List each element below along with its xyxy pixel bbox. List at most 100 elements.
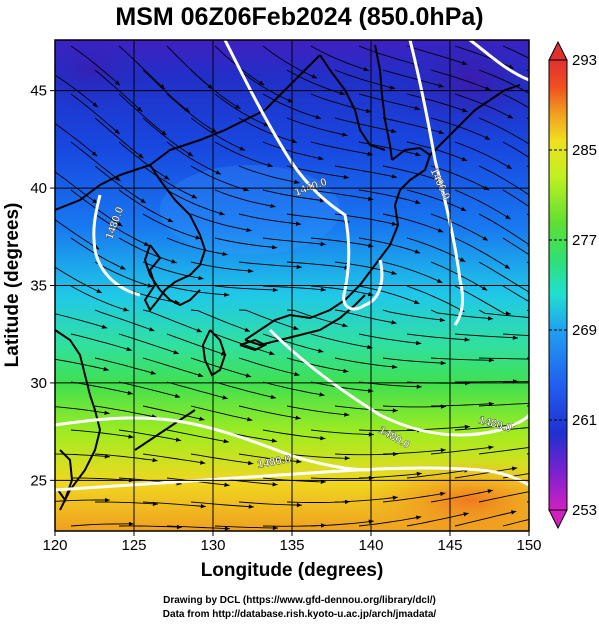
streamline-arrow: [239, 146, 245, 151]
streamline-arrow: [197, 372, 204, 378]
streamline-arrow: [391, 270, 397, 275]
streamline-arrow: [140, 198, 146, 203]
streamline: [142, 69, 190, 113]
streamline-arrow: [505, 311, 511, 316]
streamline: [94, 213, 150, 247]
streamline-arrow: [200, 460, 206, 465]
streamline-arrow: [115, 176, 121, 181]
streamline-arrow: [342, 323, 348, 328]
streamline-arrow: [200, 504, 206, 509]
streamline: [406, 512, 469, 527]
streamline: [70, 141, 121, 182]
streamline-arrow: [319, 392, 325, 397]
streamline-arrow: [114, 80, 121, 86]
contour-1480-west: [92, 194, 141, 297]
streamline: [214, 93, 270, 127]
streamline-arrow: [416, 340, 422, 346]
streamline-arrow: [198, 275, 204, 281]
streamline: [358, 472, 422, 479]
streamline: [358, 45, 420, 66]
streamline-arrow: [392, 495, 398, 500]
streamline-arrow: [414, 106, 421, 111]
streamline-arrow: [296, 502, 302, 508]
streamline-arrow: [342, 132, 348, 137]
streamline-arrow: [272, 287, 278, 293]
streamline: [166, 525, 230, 530]
streamline: [334, 357, 398, 368]
x-tick-label: 145: [437, 537, 462, 554]
y-axis-title: Latitude (degrees): [2, 203, 23, 368]
x-tick-label: 120: [42, 537, 67, 554]
streamline: [238, 405, 301, 419]
streamline: [382, 309, 446, 321]
streamline-arrow: [123, 307, 129, 312]
streamline-arrow: [507, 114, 513, 119]
streamline: [118, 93, 167, 136]
streamline: [238, 69, 294, 103]
streamline: [214, 141, 273, 168]
streamline-arrow: [224, 292, 230, 297]
streamline: [262, 189, 326, 202]
streamline-arrow: [319, 198, 325, 203]
streamline-arrow: [128, 434, 134, 439]
streamline-arrow: [439, 317, 445, 323]
streamline-arrow: [295, 221, 302, 226]
streamline: [358, 285, 420, 305]
streamline: [262, 93, 322, 119]
streamline-arrow: [222, 395, 228, 400]
streamline-arrow: [596, 176, 599, 181]
streamline: [382, 357, 446, 364]
streamline-arrow: [436, 278, 443, 283]
streamline: [478, 309, 529, 318]
streamline-arrow: [138, 153, 144, 159]
streamline: [190, 309, 251, 332]
streamline: [334, 69, 396, 90]
streamline-arrow: [173, 350, 179, 355]
streamline: [142, 165, 198, 199]
streamline: [55, 266, 102, 294]
streamline-arrow: [311, 74, 317, 79]
streamline: [454, 467, 518, 479]
contour-label-1480-south: 1480.0: [256, 453, 291, 471]
height-contours-layer: [55, 40, 529, 492]
streamline: [55, 406, 110, 414]
streamline: [238, 357, 300, 376]
streamline-arrow: [481, 286, 488, 291]
streamline-arrow: [258, 80, 265, 86]
streamline: [430, 69, 491, 91]
contour-1400: [408, 40, 464, 326]
streamline-arrow: [199, 416, 205, 421]
streamline: [334, 261, 397, 275]
streamline-arrow: [508, 64, 514, 69]
streamline-arrow: [103, 366, 109, 372]
streamline-arrow: [167, 218, 174, 222]
streamline-arrow: [272, 245, 278, 250]
streamline: [310, 429, 374, 435]
streamline: [406, 469, 470, 479]
streamline-arrow: [175, 437, 182, 442]
streamline-arrow: [271, 438, 277, 443]
streamline: [214, 333, 275, 355]
streamline: [70, 381, 133, 395]
streamline: [238, 453, 302, 463]
streamline: [382, 213, 444, 233]
x-tick-label: 125: [121, 537, 146, 554]
streamline-arrow: [392, 408, 398, 413]
streamline-arrow: [536, 316, 541, 320]
streamline: [455, 380, 519, 383]
streamline: [406, 333, 470, 341]
streamline: [190, 117, 246, 151]
streamline-arrow: [536, 445, 541, 449]
streamline: [430, 117, 491, 141]
streamline: [310, 381, 374, 392]
streamline: [142, 501, 206, 508]
streamline: [430, 357, 495, 361]
streamline: [454, 333, 518, 339]
streamline-arrow: [437, 228, 444, 233]
streamline: [478, 69, 529, 94]
streamline: [502, 141, 529, 158]
streamline-arrow: [137, 106, 143, 112]
streamline: [286, 309, 348, 327]
streamline: [454, 424, 518, 431]
streamline-arrow: [512, 335, 518, 340]
